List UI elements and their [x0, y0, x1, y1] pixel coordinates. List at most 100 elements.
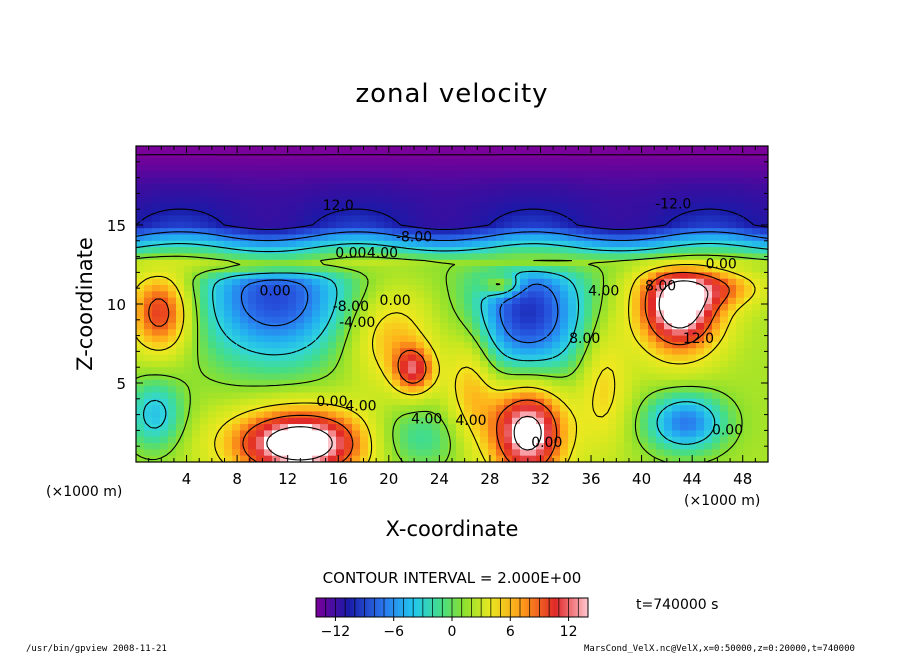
field-cell [272, 183, 281, 191]
field-cell [552, 202, 561, 210]
field-cell [608, 272, 617, 280]
field-cell [568, 171, 577, 179]
field-cell [760, 259, 768, 267]
field-cell [576, 297, 585, 305]
field-cell [496, 171, 505, 179]
field-cell [208, 379, 217, 387]
field-cell [336, 152, 345, 160]
field-cell [184, 247, 193, 255]
field-cell [584, 259, 593, 267]
field-cell [584, 253, 593, 261]
field-cell [632, 392, 641, 400]
field-cell [264, 240, 273, 248]
field-cell [672, 297, 681, 305]
field-cell [440, 202, 449, 210]
field-cell [512, 202, 521, 210]
field-cell [200, 253, 209, 261]
field-cell [672, 310, 681, 318]
field-cell [200, 310, 209, 318]
field-cell [576, 234, 585, 242]
field-cell [208, 354, 217, 362]
field-cell [184, 285, 193, 292]
field-cell [736, 322, 745, 330]
field-cell [656, 348, 665, 356]
contour-labels: 12.0-8.00-12.00.00 4.008.00-8.00-4.004.00… [259, 196, 743, 451]
field-cell [688, 379, 697, 387]
field-cell [584, 171, 593, 179]
field-cell [672, 190, 681, 198]
field-cell [560, 386, 569, 394]
field-cell [736, 183, 745, 191]
field-cell [744, 348, 753, 356]
field-cell [200, 196, 209, 204]
field-cell [608, 310, 617, 318]
field-cell [624, 455, 633, 462]
field-cell [600, 341, 609, 349]
field-cell [448, 228, 457, 236]
field-cell [232, 322, 241, 330]
field-cell [456, 171, 465, 179]
field-cell [160, 411, 169, 419]
field-cell [688, 221, 697, 229]
field-cell [248, 360, 257, 368]
field-cell [264, 158, 273, 166]
field-cell [592, 304, 601, 311]
field-cell [616, 443, 625, 450]
field-cell [448, 215, 457, 223]
field-cell [152, 436, 161, 444]
field-cell [152, 405, 161, 413]
field-cell [456, 411, 465, 419]
field-cell [512, 177, 521, 185]
field-cell [216, 354, 225, 362]
field-cell [392, 221, 401, 229]
field-cell [192, 386, 201, 394]
field-cell [664, 228, 673, 236]
field-cell [544, 272, 553, 280]
field-cell [376, 373, 385, 381]
field-cell [304, 285, 313, 292]
field-cell [584, 266, 593, 273]
field-cell [520, 196, 529, 204]
field-cell [648, 285, 657, 292]
field-cell [280, 310, 289, 318]
field-cell [376, 417, 385, 425]
field-cell [704, 449, 713, 457]
field-cell [360, 360, 369, 368]
field-cell [528, 354, 537, 362]
field-cell [256, 202, 265, 210]
field-cell [136, 348, 145, 356]
field-cell [472, 253, 481, 261]
field-cell [568, 240, 577, 248]
field-cell [312, 354, 321, 362]
field-cell [640, 266, 649, 273]
field-cell [328, 240, 337, 248]
field-cell [640, 234, 649, 242]
field-cell [480, 183, 489, 191]
field-cell [664, 240, 673, 248]
field-cell [624, 411, 633, 419]
field-cell [664, 266, 673, 273]
field-cell [168, 215, 177, 223]
field-cell [400, 360, 409, 368]
field-cell [616, 392, 625, 400]
field-cell [528, 411, 537, 419]
field-cell [200, 291, 209, 299]
field-cell [728, 424, 737, 431]
field-cell [520, 183, 529, 191]
field-cell [392, 291, 401, 299]
field-cell [456, 417, 465, 425]
field-cell [168, 310, 177, 318]
field-cell [672, 285, 681, 292]
field-cell [440, 158, 449, 166]
field-cell [424, 360, 433, 368]
field-cell [600, 379, 609, 387]
field-cell [368, 215, 377, 223]
field-cell [368, 405, 377, 413]
field-cell [168, 272, 177, 280]
field-cell [760, 335, 768, 343]
field-cell [392, 215, 401, 223]
field-cell [568, 215, 577, 223]
field-cell [352, 171, 361, 179]
field-cell [304, 436, 313, 444]
field-cell [712, 177, 721, 185]
